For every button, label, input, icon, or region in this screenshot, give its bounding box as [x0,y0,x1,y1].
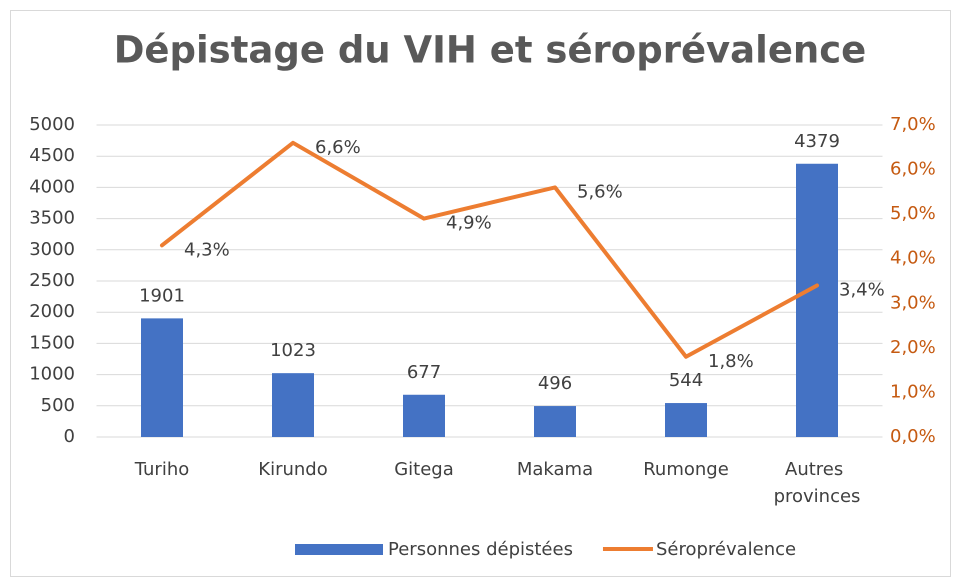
data-label: 5,6% [577,181,623,202]
y-tick-label: 4000 [29,176,75,197]
data-label: 1,8% [708,351,754,372]
bar [141,318,183,437]
y2-tick-label: 4,0% [890,248,936,269]
bar [796,163,838,437]
y2-tick-label: 6,0% [890,159,936,180]
chart-title: Dépistage du VIH et séroprévalence [114,29,867,72]
y2-tick-label: 7,0% [890,114,936,135]
y-tick-label: 1500 [29,332,75,353]
x-tick-label: Makama [517,459,593,480]
x-tick-label: Kirundo [258,459,327,480]
data-label: 544 [669,370,703,391]
y-tick-label: 2000 [29,301,75,322]
y-tick-label: 3500 [29,208,75,229]
data-label: 3,4% [839,279,885,300]
x-tick-label: Turiho [134,459,190,480]
legend-label: Séroprévalence [656,539,796,560]
y-tick-label: 1000 [29,364,75,385]
data-label: 677 [407,362,441,383]
data-label: 4379 [794,131,840,152]
data-label: 6,6% [315,137,361,158]
y-tick-label: 2500 [29,270,75,291]
bar [403,394,445,437]
y2-tick-label: 1,0% [890,381,936,402]
data-label: 496 [538,373,572,394]
line [160,140,819,359]
y-tick-label: 500 [41,395,75,416]
bar [665,403,707,437]
bar [272,373,314,437]
y2-tick-label: 2,0% [890,337,936,358]
x-tick-label: Gitega [394,459,454,480]
y-tick-label: 4500 [29,145,75,166]
y2-tick-label: 0,0% [890,426,936,447]
data-label: 1901 [139,285,185,306]
x-tick-label: Rumonge [643,459,729,480]
y-tick-label: 5000 [29,114,75,135]
data-label: 4,9% [446,213,492,234]
y2-tick-label: 3,0% [890,292,936,313]
x-tick-label: Autres provinces [774,459,861,507]
y2-tick-label: 5,0% [890,203,936,224]
y-tick-label: 0 [64,426,75,447]
legend-swatch [295,544,383,555]
bar [534,406,576,437]
data-label: 1023 [270,340,316,361]
y-tick-label: 3000 [29,239,75,260]
data-label: 4,3% [184,239,230,260]
chart-border [10,10,951,577]
legend-label: Personnes dépistées [388,539,573,560]
